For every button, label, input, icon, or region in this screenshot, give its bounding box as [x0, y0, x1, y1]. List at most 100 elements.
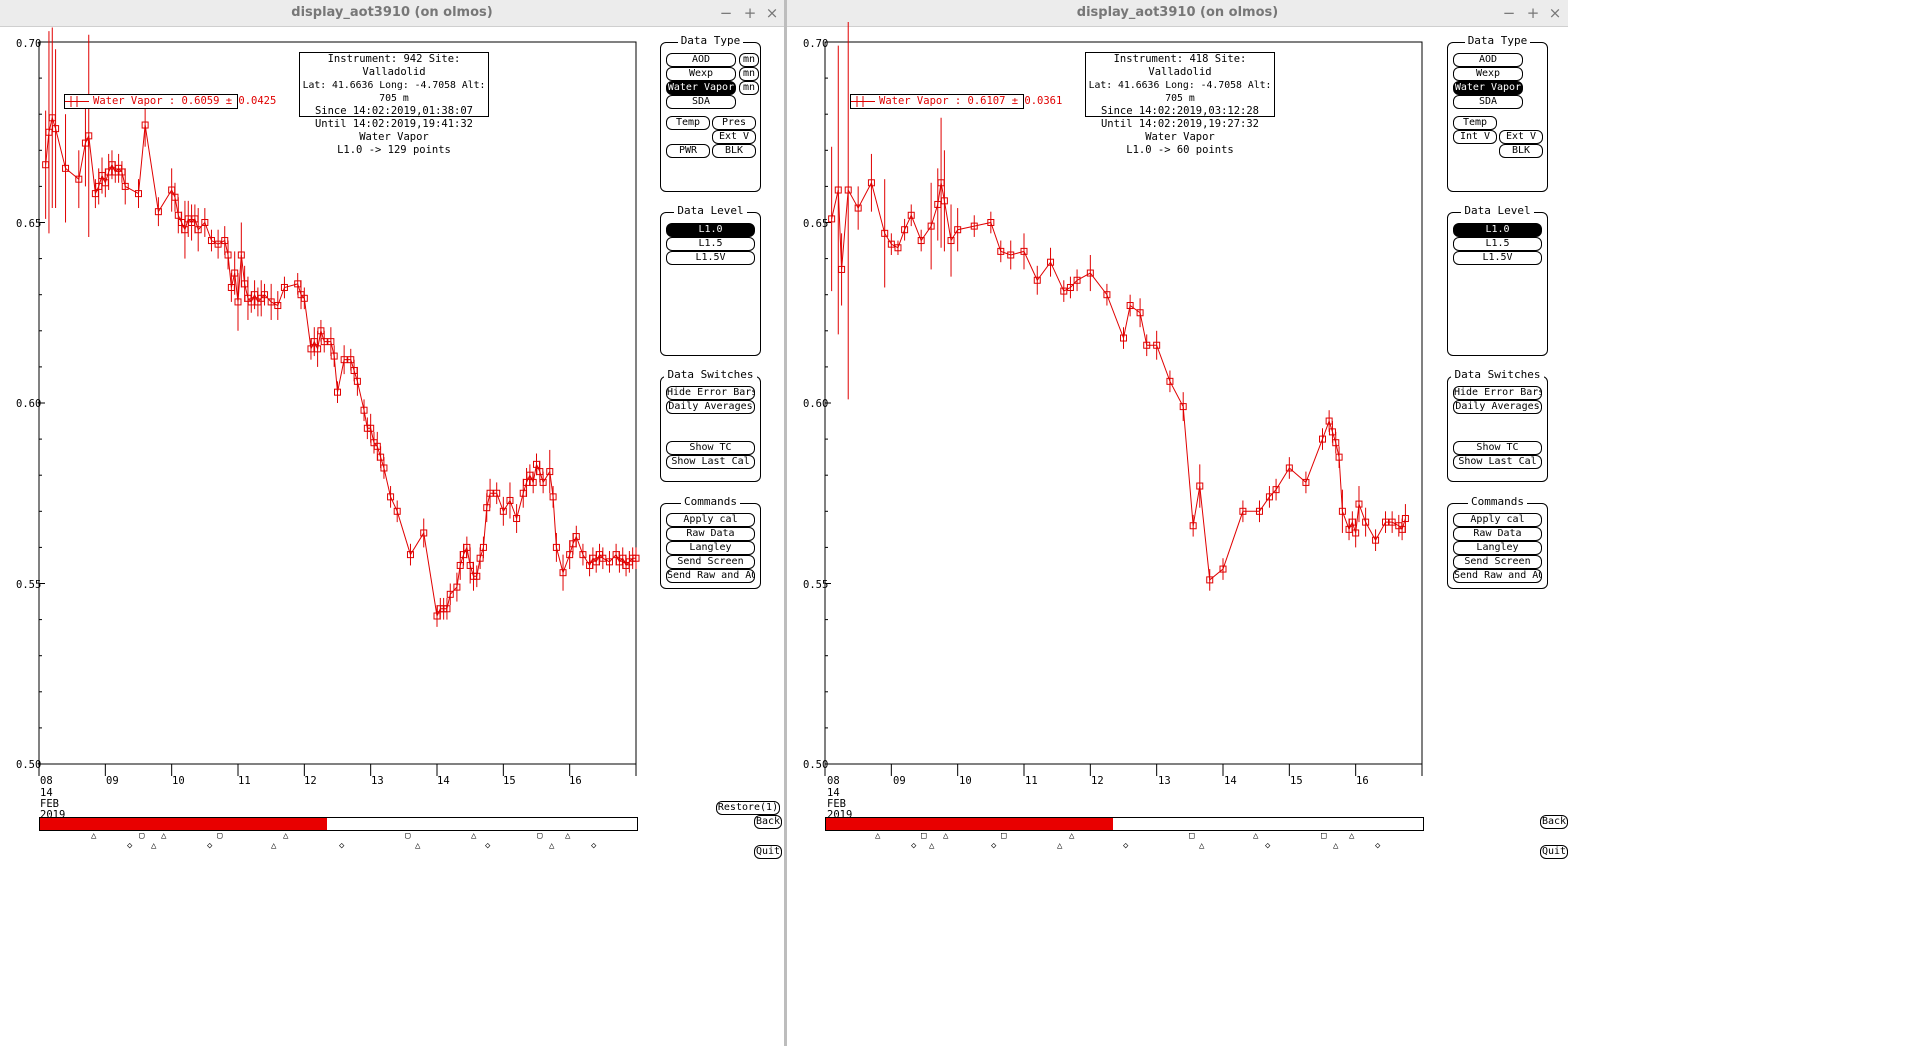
send-raw-and-aod-button[interactable]: Send Raw and AOD: [1453, 569, 1542, 583]
show-last-cal-button[interactable]: Show Last Cal: [1453, 455, 1542, 469]
data-point[interactable]: [1007, 251, 1015, 259]
langley-button[interactable]: Langley: [666, 541, 755, 555]
data-point[interactable]: [940, 197, 948, 205]
data-point[interactable]: [1265, 493, 1273, 501]
data-point[interactable]: [917, 237, 925, 245]
raw-data-button[interactable]: Raw Data: [1453, 527, 1542, 541]
data-point[interactable]: [367, 424, 375, 432]
data-point[interactable]: [261, 291, 269, 299]
level-l1-5-button[interactable]: L1.5: [666, 237, 755, 251]
data-point[interactable]: [1020, 247, 1028, 255]
back-button[interactable]: Back: [754, 815, 782, 829]
hide-error-bars-button[interactable]: Hide Error Bars: [1453, 386, 1542, 400]
data-point[interactable]: [907, 211, 915, 219]
data-point[interactable]: [1073, 276, 1081, 284]
data-point[interactable]: [605, 558, 613, 566]
data-point[interactable]: [1355, 500, 1363, 508]
level-l1-5v-button[interactable]: L1.5V: [1453, 251, 1542, 265]
data-point[interactable]: [314, 345, 322, 353]
send-screen-button[interactable]: Send Screen: [666, 555, 755, 569]
send-raw-and-aod-button[interactable]: Send Raw and AOD: [666, 569, 755, 583]
aod-button[interactable]: AOD: [666, 53, 736, 67]
data-point[interactable]: [838, 265, 846, 273]
data-point[interactable]: [1153, 341, 1161, 349]
data-point[interactable]: [1401, 515, 1409, 523]
data-point[interactable]: [513, 515, 521, 523]
data-point[interactable]: [1332, 439, 1340, 447]
wexp-button[interactable]: Wexp: [1453, 67, 1523, 81]
data-point[interactable]: [360, 406, 368, 414]
sda-button[interactable]: SDA: [1453, 95, 1523, 109]
data-point[interactable]: [207, 237, 215, 245]
data-point[interactable]: [1143, 341, 1151, 349]
quit-button[interactable]: Quit: [754, 845, 782, 859]
langley-button[interactable]: Langley: [1453, 541, 1542, 555]
close-icon[interactable]: ×: [765, 4, 779, 22]
data-point[interactable]: [854, 204, 862, 212]
quit-button[interactable]: Quit: [1540, 845, 1568, 859]
data-point[interactable]: [353, 377, 361, 385]
plot-area[interactable]: [0, 0, 784, 1046]
data-point[interactable]: [393, 507, 401, 515]
data-point[interactable]: [406, 551, 414, 559]
data-point[interactable]: [380, 464, 388, 472]
data-point[interactable]: [1362, 518, 1370, 526]
data-point[interactable]: [1120, 334, 1127, 342]
data-point[interactable]: [327, 338, 335, 346]
data-point[interactable]: [1179, 403, 1187, 411]
timeline-bar[interactable]: [39, 817, 638, 831]
pwr-button[interactable]: PWR: [666, 144, 710, 158]
apply-cal-button[interactable]: Apply cal: [1453, 513, 1542, 527]
data-point[interactable]: [486, 489, 494, 497]
data-point[interactable]: [493, 489, 501, 497]
timeline-bar[interactable]: [825, 817, 1424, 831]
data-point[interactable]: [121, 182, 129, 190]
data-point[interactable]: [828, 215, 836, 223]
data-point[interactable]: [632, 554, 640, 562]
hide-error-bars-button[interactable]: Hide Error Bars: [666, 386, 755, 400]
data-point[interactable]: [300, 294, 308, 302]
data-point[interactable]: [1382, 518, 1390, 526]
data-point[interactable]: [75, 175, 83, 183]
data-point[interactable]: [387, 493, 395, 501]
data-point[interactable]: [894, 244, 902, 252]
data-point[interactable]: [52, 125, 60, 133]
data-point[interactable]: [443, 605, 451, 613]
data-point[interactable]: [997, 247, 1005, 255]
data-point[interactable]: [552, 543, 560, 551]
data-point[interactable]: [1206, 576, 1214, 584]
blk-button[interactable]: BLK: [1499, 144, 1543, 158]
data-point[interactable]: [1285, 464, 1293, 472]
data-point[interactable]: [473, 572, 481, 580]
data-point[interactable]: [135, 190, 142, 198]
data-point[interactable]: [479, 543, 487, 551]
level-l1-0-button[interactable]: L1.0: [1453, 223, 1542, 237]
minimize-icon[interactable]: −: [1502, 4, 1516, 22]
water-vapor-button[interactable]: Water Vapor: [666, 81, 736, 95]
data-point[interactable]: [1196, 482, 1204, 490]
data-point[interactable]: [280, 283, 288, 291]
aod-mn-button[interactable]: mn: [739, 53, 759, 67]
data-point[interactable]: [546, 468, 554, 476]
data-point[interactable]: [881, 229, 889, 237]
data-point[interactable]: [234, 298, 242, 306]
show-last-cal-button[interactable]: Show Last Cal: [666, 455, 755, 469]
data-point[interactable]: [1103, 291, 1111, 299]
data-point[interactable]: [844, 186, 852, 194]
data-point[interactable]: [274, 302, 282, 310]
send-screen-button[interactable]: Send Screen: [1453, 555, 1542, 569]
data-point[interactable]: [539, 478, 547, 486]
data-point[interactable]: [330, 352, 338, 360]
data-point[interactable]: [867, 179, 875, 187]
data-point[interactable]: [970, 222, 978, 230]
pres-button[interactable]: Pres: [712, 116, 756, 130]
data-point[interactable]: [954, 226, 962, 234]
daily-averages-button[interactable]: Daily Averages: [666, 400, 755, 414]
temp-button[interactable]: Temp: [666, 116, 710, 130]
data-point[interactable]: [499, 507, 507, 515]
data-point[interactable]: [420, 529, 428, 537]
data-point[interactable]: [194, 226, 202, 234]
data-point[interactable]: [1272, 486, 1280, 494]
data-point[interactable]: [141, 121, 149, 129]
data-point[interactable]: [224, 251, 232, 259]
